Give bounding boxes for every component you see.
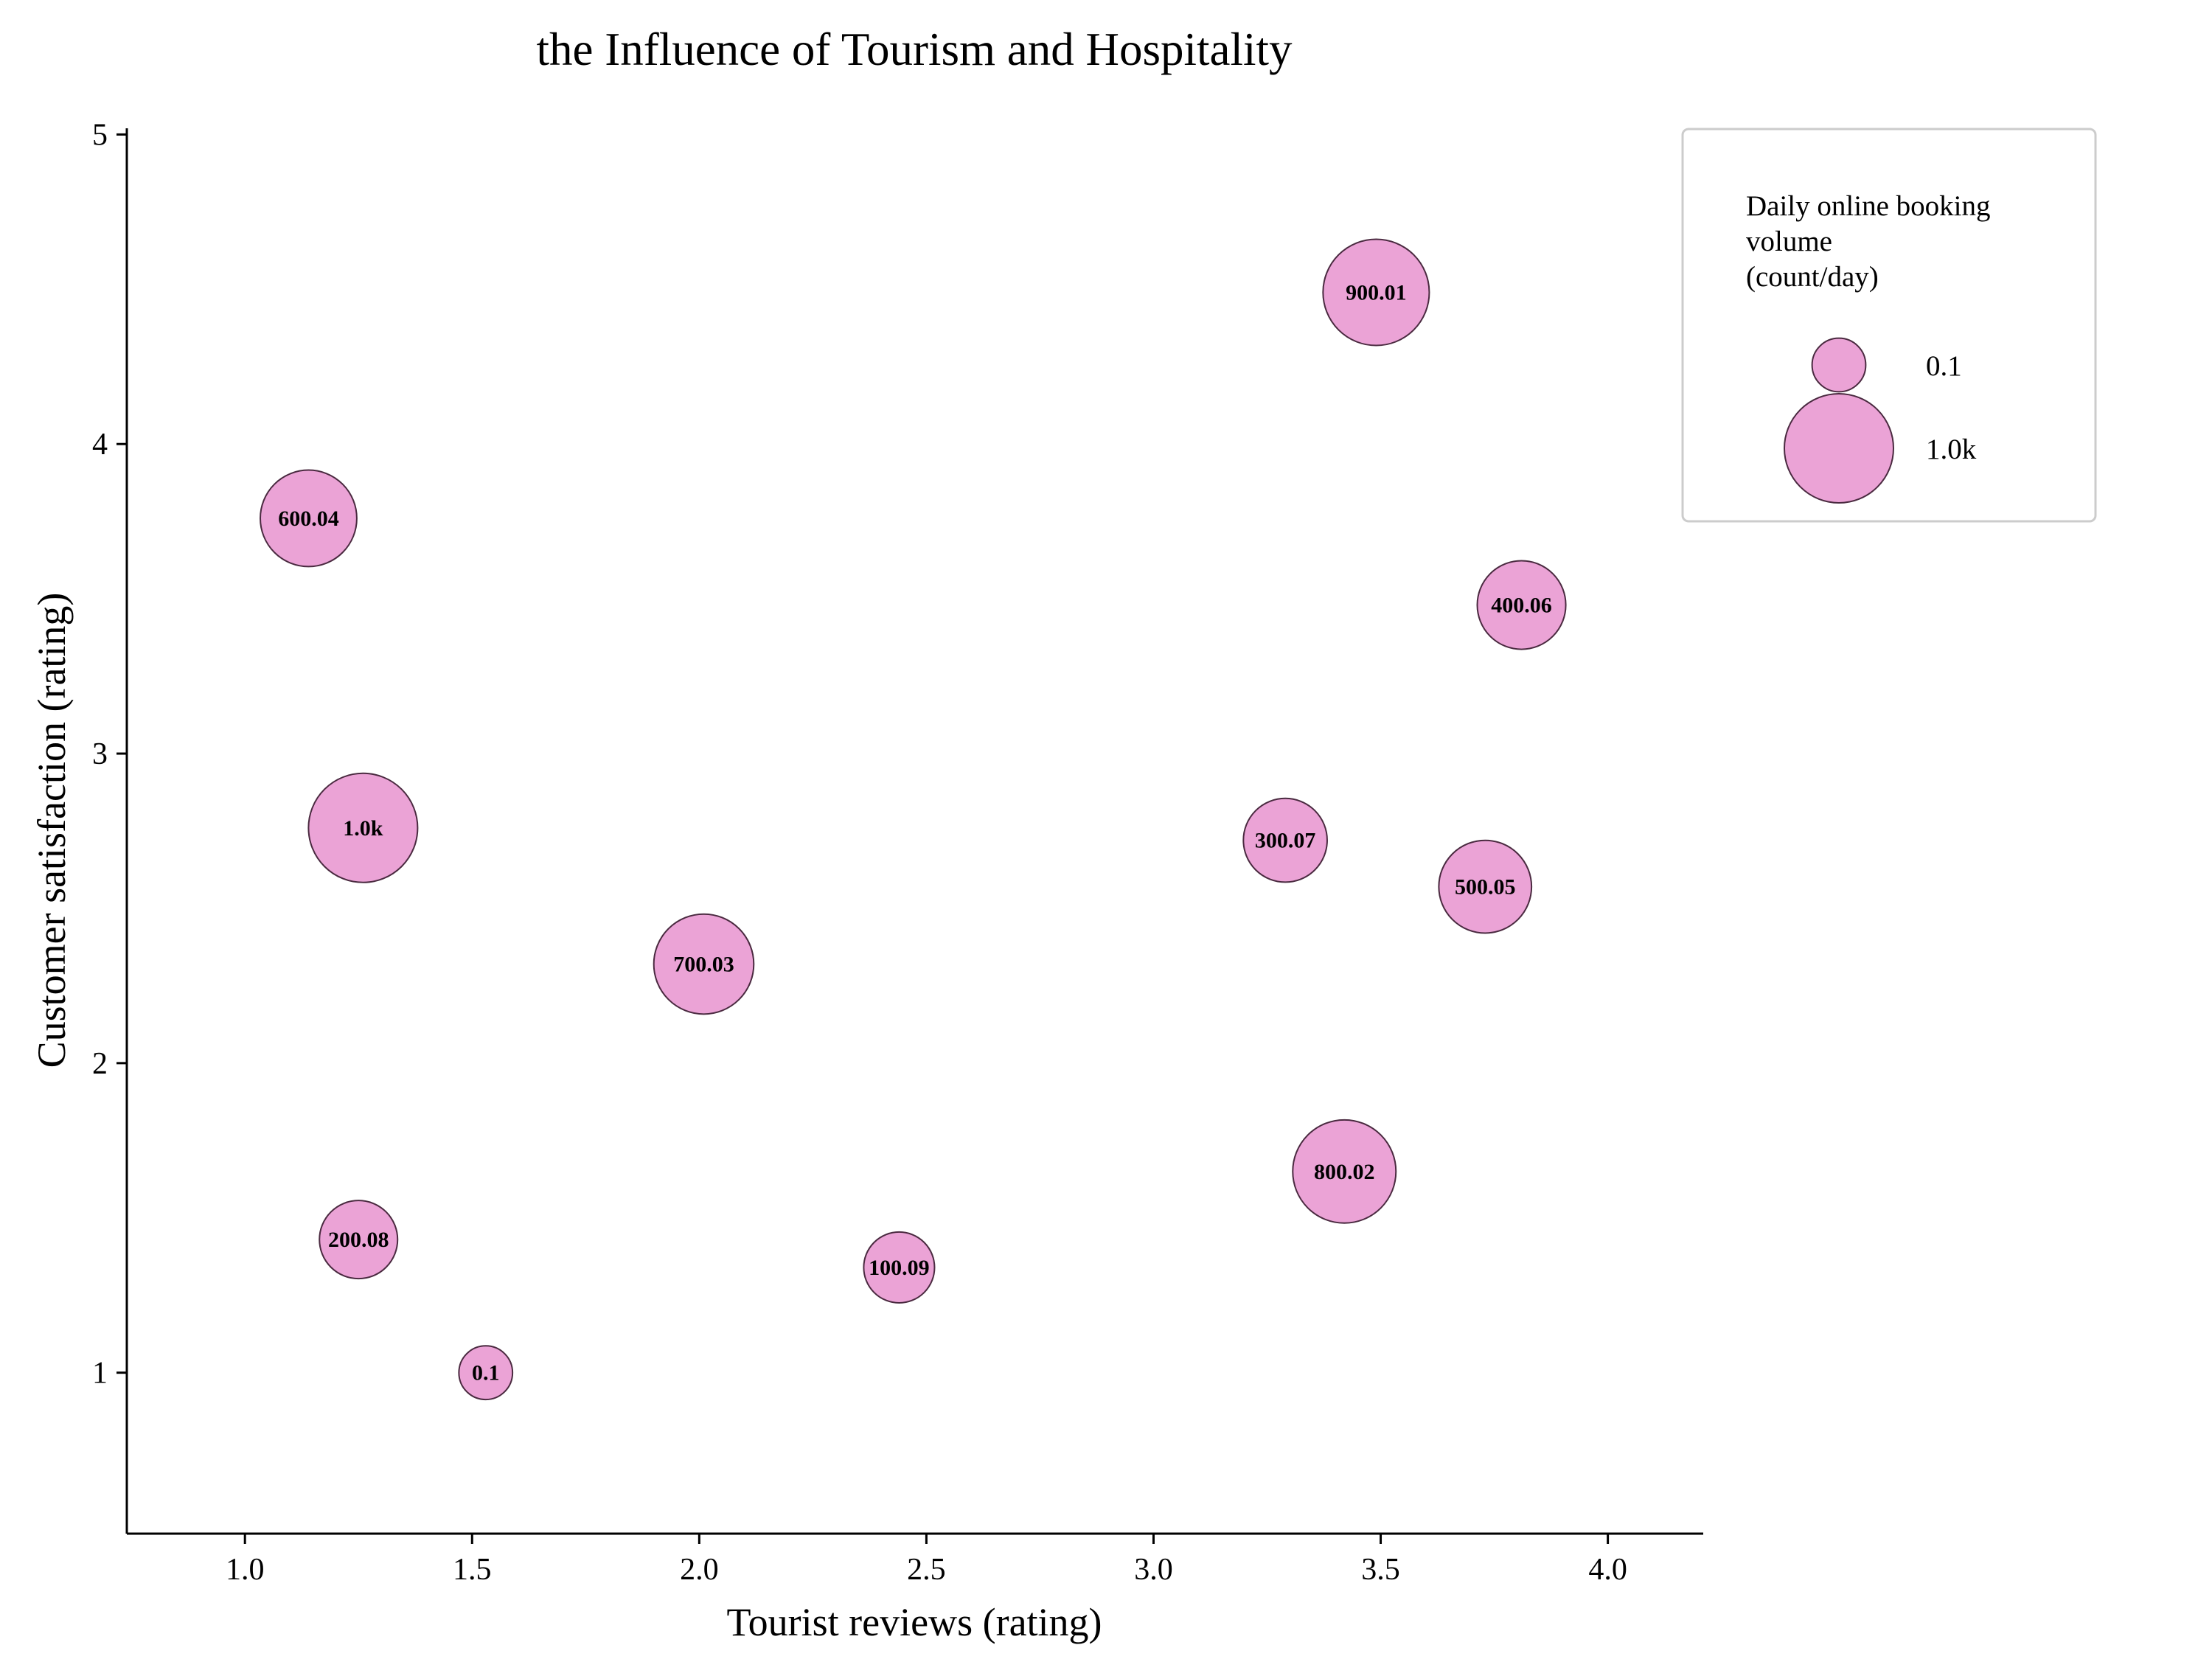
x-axis-label: Tourist reviews (rating) (726, 1600, 1102, 1644)
bubble-label: 900.01 (1346, 281, 1407, 305)
legend-bubble (1784, 393, 1894, 504)
y-tick-label: 1 (92, 1357, 108, 1391)
bubble-label: 300.07 (1255, 829, 1316, 853)
bubble-label: 400.06 (1491, 594, 1552, 618)
x-axis: 1.0 1.5 2.0 2.5 3.0 3.5 4.0 (127, 1532, 1703, 1587)
bubble-label: 0.1 (472, 1361, 500, 1385)
legend-entry-label: 1.0k (1926, 434, 1977, 465)
y-tick-label: 5 (92, 118, 108, 152)
bubble-label: 500.05 (1455, 875, 1516, 900)
x-tick-label: 2.0 (680, 1553, 719, 1587)
x-tick-label: 3.5 (1361, 1553, 1400, 1587)
legend-title-line: Daily online booking (1746, 190, 1990, 222)
x-tick-label: 1.0 (226, 1553, 265, 1587)
chart-title: the Influence of Tourism and Hospitality (537, 24, 1293, 75)
bubble (319, 1200, 399, 1280)
bubble (1322, 238, 1430, 347)
bubble (307, 772, 419, 883)
legend: Daily online booking volume (count/day) … (1681, 128, 2097, 523)
bubble (1292, 1119, 1397, 1224)
bubble (653, 913, 755, 1015)
y-tick-label: 3 (92, 737, 108, 771)
legend-frame (1681, 128, 2097, 523)
y-axis-label: Customer satisfaction (rating) (29, 593, 74, 1068)
bubble (1476, 560, 1567, 650)
y-tick-label: 4 (92, 428, 108, 462)
y-tick-label: 2 (92, 1047, 108, 1081)
bubble-label: 100.09 (869, 1256, 930, 1280)
bubble (1242, 797, 1328, 883)
bubble-label: 1.0k (343, 816, 383, 841)
bubble-label: 200.08 (328, 1228, 389, 1252)
x-tick-label: 2.5 (907, 1553, 946, 1587)
x-tick-label: 1.5 (453, 1553, 492, 1587)
legend-title-line: (count/day) (1746, 261, 1879, 293)
bubbles: 0.1 100.09 200.08 300.07 400.06 500.05 600.04 7… (260, 238, 1567, 1401)
bubble-label: 800.02 (1314, 1160, 1375, 1184)
x-tick-label: 3.0 (1134, 1553, 1173, 1587)
legend-title-line: volume (1746, 226, 1832, 257)
bubble-label: 700.03 (673, 953, 734, 977)
bubble (260, 469, 358, 568)
bubble-label: 600.04 (278, 507, 339, 531)
x-tick-label: 4.0 (1588, 1553, 1627, 1587)
bubble (458, 1345, 514, 1401)
bubble (863, 1231, 936, 1304)
legend-entry-label: 0.1 (1926, 350, 1962, 382)
y-axis: 1 2 3 4 5 (92, 118, 128, 1534)
legend-bubble (1811, 337, 1867, 393)
bubble (1438, 839, 1533, 934)
